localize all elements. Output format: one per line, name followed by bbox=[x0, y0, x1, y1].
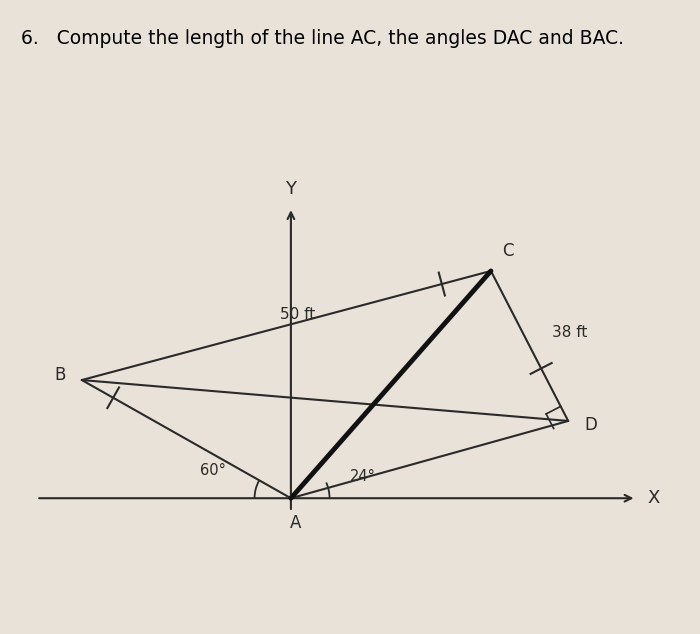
Text: D: D bbox=[584, 417, 597, 434]
Text: 24°: 24° bbox=[350, 469, 376, 484]
Text: B: B bbox=[54, 366, 66, 384]
Text: X: X bbox=[648, 489, 659, 507]
Text: Y: Y bbox=[286, 180, 296, 198]
Text: 50 ft: 50 ft bbox=[279, 307, 315, 322]
Text: C: C bbox=[502, 242, 513, 260]
Text: A: A bbox=[290, 514, 301, 532]
Text: 38 ft: 38 ft bbox=[552, 325, 587, 340]
Text: 60°: 60° bbox=[199, 463, 225, 478]
Text: 6.   Compute the length of the line AC, the angles DAC and BAC.: 6. Compute the length of the line AC, th… bbox=[21, 29, 624, 48]
